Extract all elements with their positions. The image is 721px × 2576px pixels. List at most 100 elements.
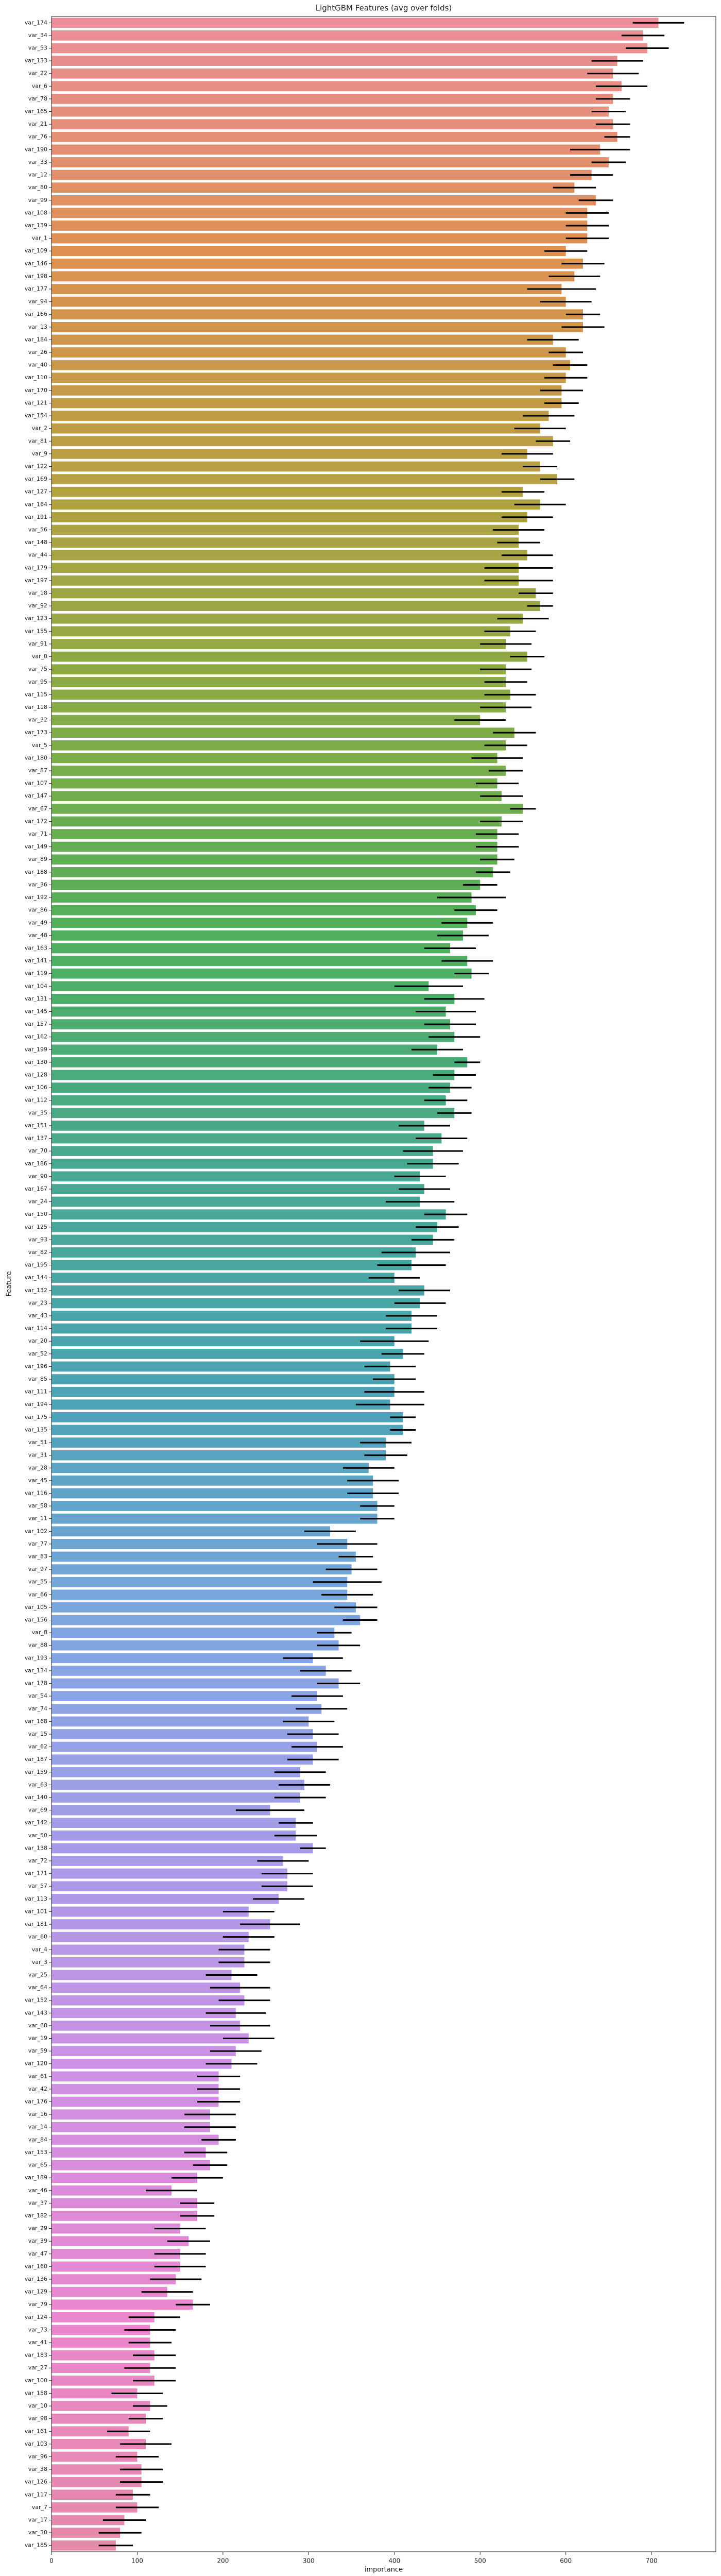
bar <box>52 2046 236 2056</box>
bar <box>52 588 536 599</box>
y-tick-label: var_57 <box>28 1883 47 1889</box>
y-tick-label: var_177 <box>25 285 47 292</box>
y-tick-label: var_95 <box>28 679 47 685</box>
bar <box>52 1488 373 1499</box>
y-tick-label: var_17 <box>28 2516 47 2523</box>
y-tick-label: var_32 <box>28 717 47 723</box>
bar <box>52 550 527 561</box>
y-tick-label: var_99 <box>28 197 47 204</box>
bar <box>52 1628 335 1638</box>
y-tick-label: var_53 <box>28 45 47 52</box>
bar <box>52 2058 232 2069</box>
y-tick-label: var_46 <box>28 2187 47 2194</box>
y-tick-label: var_84 <box>28 2136 47 2143</box>
bar <box>52 486 523 497</box>
y-tick-label: var_88 <box>28 1642 47 1649</box>
y-tick-label: var_30 <box>28 2529 47 2536</box>
bar <box>52 740 506 751</box>
y-tick-label: var_156 <box>25 1617 47 1623</box>
bar <box>52 867 493 877</box>
bar <box>52 2401 150 2411</box>
bar <box>52 1146 433 1156</box>
bar <box>52 1374 394 1384</box>
y-tick-label: var_175 <box>25 1414 47 1420</box>
bar <box>52 753 497 764</box>
y-tick-label: var_105 <box>25 1604 47 1611</box>
y-tick-label: var_80 <box>28 184 47 191</box>
y-tick-label: var_72 <box>28 1857 47 1864</box>
y-tick-label: var_106 <box>25 1084 47 1091</box>
bar <box>52 1019 450 1029</box>
y-tick-label: var_180 <box>25 754 47 761</box>
y-tick-label: var_79 <box>28 2301 47 2308</box>
y-tick-label: var_141 <box>25 957 47 964</box>
x-tick-label: 600 <box>560 2557 572 2565</box>
bar <box>52 1437 386 1448</box>
bar <box>52 1666 326 1676</box>
bar <box>52 1589 348 1600</box>
y-tick-label: var_94 <box>28 298 47 305</box>
bar <box>52 2211 197 2221</box>
bar <box>52 1780 305 1790</box>
bar <box>52 2033 249 2044</box>
bar <box>52 1463 369 1473</box>
bar <box>52 1513 377 1524</box>
bar <box>52 2337 150 2348</box>
bar <box>52 1970 232 1980</box>
bar <box>52 309 583 320</box>
bar <box>52 2363 150 2374</box>
y-tick-label: var_135 <box>25 1426 47 1433</box>
bar <box>52 2021 241 2031</box>
y-tick-label: var_171 <box>25 1870 47 1877</box>
bar <box>52 956 468 966</box>
bar <box>52 258 583 269</box>
bar <box>52 1450 386 1461</box>
bar <box>52 816 502 827</box>
y-tick-label: var_128 <box>25 1072 47 1078</box>
y-tick-label: var_185 <box>25 2542 47 2549</box>
y-tick-label: var_182 <box>25 2212 47 2219</box>
y-tick-label: var_31 <box>28 1452 47 1459</box>
bar <box>52 1348 403 1359</box>
bar <box>52 347 566 358</box>
bar <box>52 1551 356 1562</box>
y-tick-label: var_143 <box>25 2009 47 2016</box>
y-tick-label: var_33 <box>28 159 47 165</box>
y-tick-label: var_172 <box>25 818 47 824</box>
y-tick-label: var_109 <box>25 247 47 254</box>
bar <box>52 2439 146 2449</box>
bar <box>52 1602 356 1613</box>
bar <box>52 2147 206 2158</box>
bar <box>52 1184 425 1194</box>
bar <box>52 2223 180 2234</box>
y-tick-label: var_20 <box>28 1337 47 1344</box>
bar <box>52 1209 446 1220</box>
y-tick-label: var_116 <box>25 1489 47 1496</box>
y-tick-label: var_137 <box>25 1135 47 1142</box>
bar <box>52 2236 189 2247</box>
bar <box>52 1564 352 1574</box>
bar <box>52 930 463 941</box>
bar <box>52 689 510 700</box>
y-tick-label: var_113 <box>25 1895 47 1902</box>
y-tick-label: var_126 <box>25 2479 47 2485</box>
bar <box>52 182 575 193</box>
bar <box>52 1615 360 1625</box>
y-tick-label: var_40 <box>28 362 47 368</box>
bar <box>52 1982 241 1993</box>
y-tick-label: var_4 <box>32 1946 47 1953</box>
x-tick-label: 500 <box>474 2557 486 2565</box>
y-tick-label: var_118 <box>25 704 47 710</box>
y-tick-label: var_96 <box>28 2453 47 2460</box>
y-tick-label: var_70 <box>28 1147 47 1154</box>
y-tick-label: var_26 <box>28 349 47 355</box>
bar <box>52 2160 210 2171</box>
bar <box>52 943 450 954</box>
bar <box>52 829 497 839</box>
y-tick-label: var_145 <box>25 1008 47 1014</box>
y-tick-label: var_189 <box>25 2174 47 2181</box>
bar <box>52 1222 438 1232</box>
bar <box>52 1868 287 1879</box>
y-tick-label: var_183 <box>25 2352 47 2359</box>
bar <box>52 575 519 586</box>
